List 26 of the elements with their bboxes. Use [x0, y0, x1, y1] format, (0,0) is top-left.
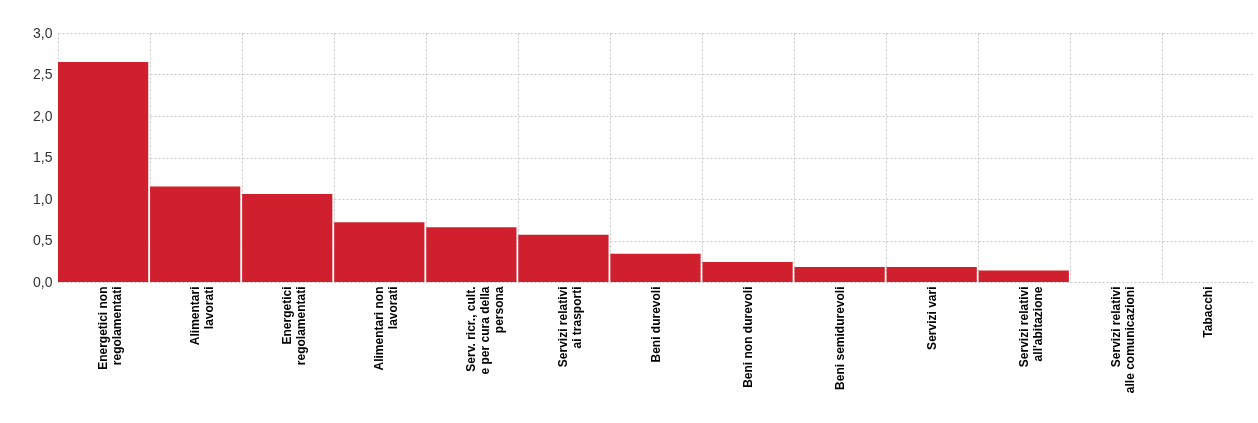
- bar: [426, 227, 517, 282]
- x-tick-label: Servizi relativi ai trasporti: [556, 286, 585, 368]
- x-tick-label: Beni non durevoli: [740, 286, 755, 388]
- x-tick-label: Servizi vari: [924, 286, 939, 350]
- bar: [794, 267, 885, 282]
- bar: [334, 222, 425, 282]
- x-tick-label: Serv. ricr., cult. e per cura della persona: [464, 286, 507, 375]
- x-tick-label: Servizi relativi all'abitazione: [1016, 286, 1045, 368]
- x-tick-label: Energetici non regolamentati: [96, 286, 125, 370]
- x-tick-label: Alimentari non lavorati: [372, 286, 401, 371]
- bar: [886, 267, 977, 282]
- y-tick-label: 0,0: [33, 273, 53, 290]
- y-tick-label: 1,5: [33, 149, 53, 165]
- x-tick-label: Beni durevoli: [648, 286, 663, 363]
- y-tick-label: 3,0: [33, 24, 53, 41]
- y-tick-label: 2,0: [33, 107, 53, 124]
- bar: [150, 186, 241, 282]
- y-tick-label: 0,5: [33, 232, 53, 248]
- y-tick-label: 1,0: [33, 190, 53, 207]
- x-tick-label: Alimentari lavorati: [188, 286, 217, 346]
- bar: [58, 62, 149, 282]
- bar: [242, 194, 333, 282]
- x-tick-label: Tabacchi: [1200, 286, 1215, 338]
- y-tick-label: 2,5: [33, 66, 53, 82]
- x-tick-label: Beni semidurevoli: [832, 286, 847, 390]
- bar: [978, 270, 1069, 282]
